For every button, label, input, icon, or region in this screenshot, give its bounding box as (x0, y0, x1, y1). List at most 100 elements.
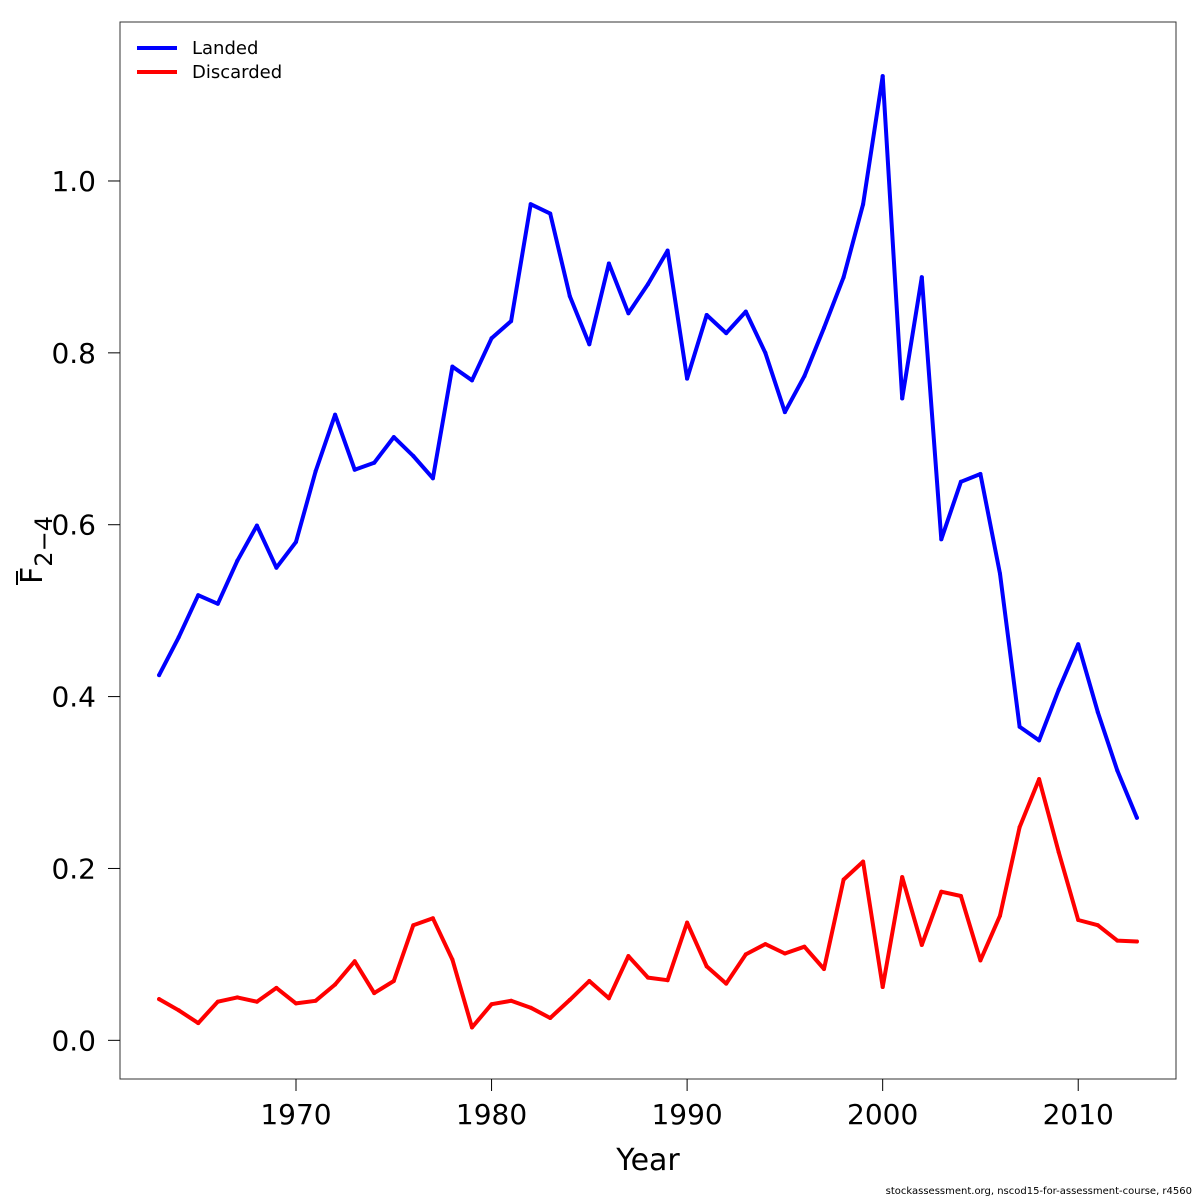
data-point-discarded (215, 999, 220, 1004)
y-tick-label: 0.0 (51, 1024, 96, 1057)
data-point-landed (509, 319, 514, 324)
data-point-discarded (450, 957, 455, 962)
data-point-discarded (430, 916, 435, 921)
data-point-landed (978, 472, 983, 476)
data-point-discarded (196, 1021, 201, 1026)
data-point-discarded (509, 998, 514, 1003)
data-point-landed (274, 565, 279, 570)
y-tick-label: 0.2 (51, 852, 96, 885)
x-axis: 1970 1980 1990 2000 2010 (260, 1079, 1114, 1131)
data-point-landed (333, 412, 338, 417)
data-point-landed (958, 479, 963, 484)
data-point-discarded (1076, 918, 1081, 922)
data-point-landed (724, 331, 729, 336)
data-point-landed (254, 523, 259, 528)
data-point-discarded (978, 958, 983, 963)
data-point-landed (1076, 642, 1081, 647)
data-point-landed (1115, 768, 1120, 773)
data-point-landed (802, 374, 807, 379)
data-point-landed (880, 74, 885, 79)
data-point-landed (1095, 710, 1100, 715)
data-point-landed (743, 309, 748, 314)
data-point-landed (235, 558, 240, 563)
data-point-discarded (841, 877, 846, 882)
legend-label-discarded: Discarded (192, 62, 282, 83)
data-point-landed (489, 336, 494, 341)
data-point-discarded (313, 998, 318, 1003)
data-point-discarded (1115, 938, 1120, 943)
data-point-landed (704, 313, 709, 317)
x-axis-title: Year (615, 1143, 680, 1178)
data-point-landed (470, 378, 474, 383)
data-point-landed (352, 467, 357, 472)
data-point-discarded (861, 859, 866, 864)
data-point-discarded (822, 967, 826, 971)
x-tick-label: 2010 (1043, 1098, 1114, 1131)
data-point-discarded (176, 1008, 181, 1013)
data-point-landed (861, 202, 866, 207)
legend: Landed Discarded (137, 38, 282, 83)
y-tick-label: 1.0 (51, 165, 96, 198)
series-layer (157, 74, 1139, 1030)
data-point-landed (157, 673, 162, 678)
y-tick-label: 0.8 (51, 337, 96, 370)
x-tick-label: 1970 (260, 1098, 331, 1131)
data-point-discarded (763, 942, 768, 947)
data-point-landed (1056, 687, 1061, 692)
series-line-discarded (157, 777, 1139, 1030)
data-point-discarded (587, 979, 592, 983)
data-point-discarded (528, 1005, 533, 1010)
series-line-landed (157, 74, 1139, 820)
data-point-landed (548, 211, 553, 216)
data-point-landed (939, 537, 944, 542)
data-point-discarded (411, 923, 416, 928)
data-point-landed (841, 275, 846, 280)
y-axis-title-subscript: 2−4 (30, 516, 58, 567)
data-point-landed (430, 476, 435, 481)
data-point-landed (626, 311, 631, 316)
y-tick-label: 0.6 (51, 509, 96, 542)
data-point-discarded (704, 964, 709, 969)
data-point-landed (391, 435, 396, 440)
data-point-discarded (880, 985, 885, 989)
data-point-discarded (372, 991, 377, 996)
credit-text: stockassessment.org, nscod15-for-assessm… (885, 1186, 1192, 1197)
data-point-discarded (782, 951, 787, 956)
data-point-discarded (606, 996, 611, 1001)
y-tick-label: 0.4 (51, 681, 96, 714)
x-tick-label: 1980 (456, 1098, 527, 1131)
data-point-landed (313, 469, 318, 474)
y-axis-title: F2−4 (15, 516, 58, 585)
data-point-landed (763, 350, 768, 355)
data-point-discarded (626, 954, 631, 959)
data-point-discarded (254, 999, 259, 1004)
data-point-discarded (1017, 825, 1022, 830)
data-point-discarded (1095, 923, 1100, 928)
data-point-discarded (235, 995, 240, 1000)
data-point-discarded (1056, 850, 1061, 855)
data-point-landed (567, 294, 572, 299)
data-point-discarded (391, 979, 396, 983)
data-point-discarded (802, 944, 807, 949)
data-point-discarded (998, 913, 1002, 918)
data-point-discarded (1134, 939, 1139, 944)
data-point-landed (1017, 724, 1022, 729)
data-point-discarded (157, 997, 162, 1002)
data-point-landed (196, 593, 201, 598)
data-point-discarded (352, 959, 357, 964)
data-point-landed (528, 202, 533, 207)
data-point-discarded (646, 975, 650, 980)
data-point-discarded (665, 978, 670, 983)
x-tick-label: 2000 (847, 1098, 918, 1131)
data-point-landed (919, 275, 924, 280)
data-point-discarded (900, 875, 905, 880)
data-point-landed (822, 325, 826, 330)
data-point-landed (665, 248, 670, 253)
data-point-discarded (274, 985, 279, 990)
data-point-landed (294, 539, 298, 544)
data-point-landed (215, 601, 220, 606)
data-point-landed (176, 635, 181, 640)
data-point-discarded (333, 982, 338, 987)
data-point-landed (646, 282, 650, 287)
